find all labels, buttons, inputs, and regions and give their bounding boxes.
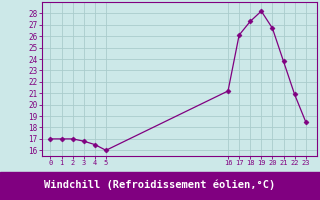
Text: Windchill (Refroidissement éolien,°C): Windchill (Refroidissement éolien,°C) [44, 180, 276, 190]
